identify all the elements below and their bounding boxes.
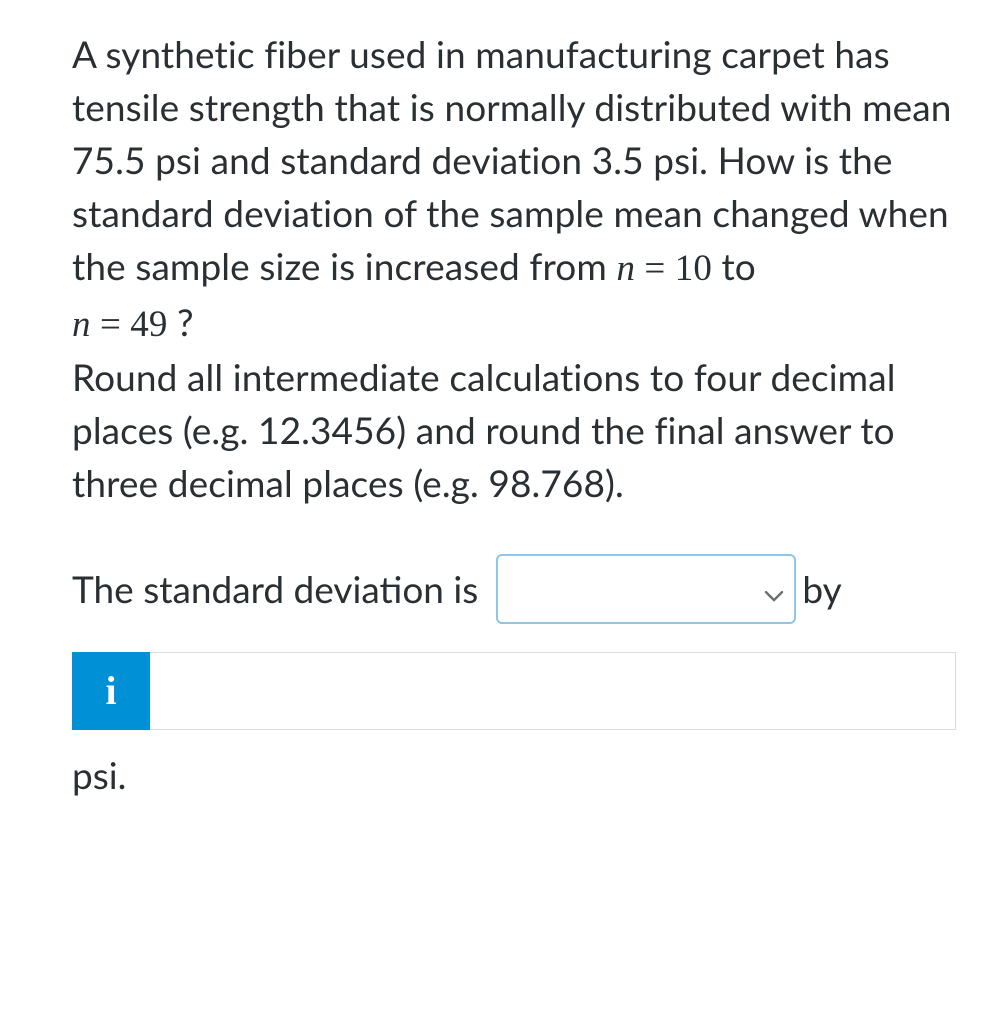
answer-value-input[interactable] xyxy=(150,652,956,730)
question-body-part1: A synthetic fiber used in manufacturing … xyxy=(72,31,952,288)
info-icon: i xyxy=(105,671,116,711)
direction-select-wrap xyxy=(496,554,796,624)
question-instructions: Round all intermediate calculations to f… xyxy=(72,354,896,505)
direction-select[interactable] xyxy=(496,554,796,624)
info-button[interactable]: i xyxy=(72,652,150,730)
answer-row: The standard deviation is by xyxy=(72,554,956,624)
math-var-n-2: n xyxy=(72,304,91,345)
math-val-1: 10 xyxy=(675,248,712,289)
by-label: by xyxy=(802,563,841,615)
question-body-part2: to xyxy=(712,243,756,288)
answer-input-row: i xyxy=(72,652,956,730)
answer-label: The standard deviation is xyxy=(72,563,478,615)
math-eq-2: = xyxy=(91,304,131,345)
math-eq-1: = xyxy=(635,248,675,289)
unit-label: psi. xyxy=(72,752,956,797)
math-val-2: 49 xyxy=(130,304,167,345)
math-var-n-1: n xyxy=(616,248,635,289)
question-text: A synthetic fiber used in manufacturing … xyxy=(72,28,956,510)
question-qmark: ? xyxy=(167,299,193,344)
